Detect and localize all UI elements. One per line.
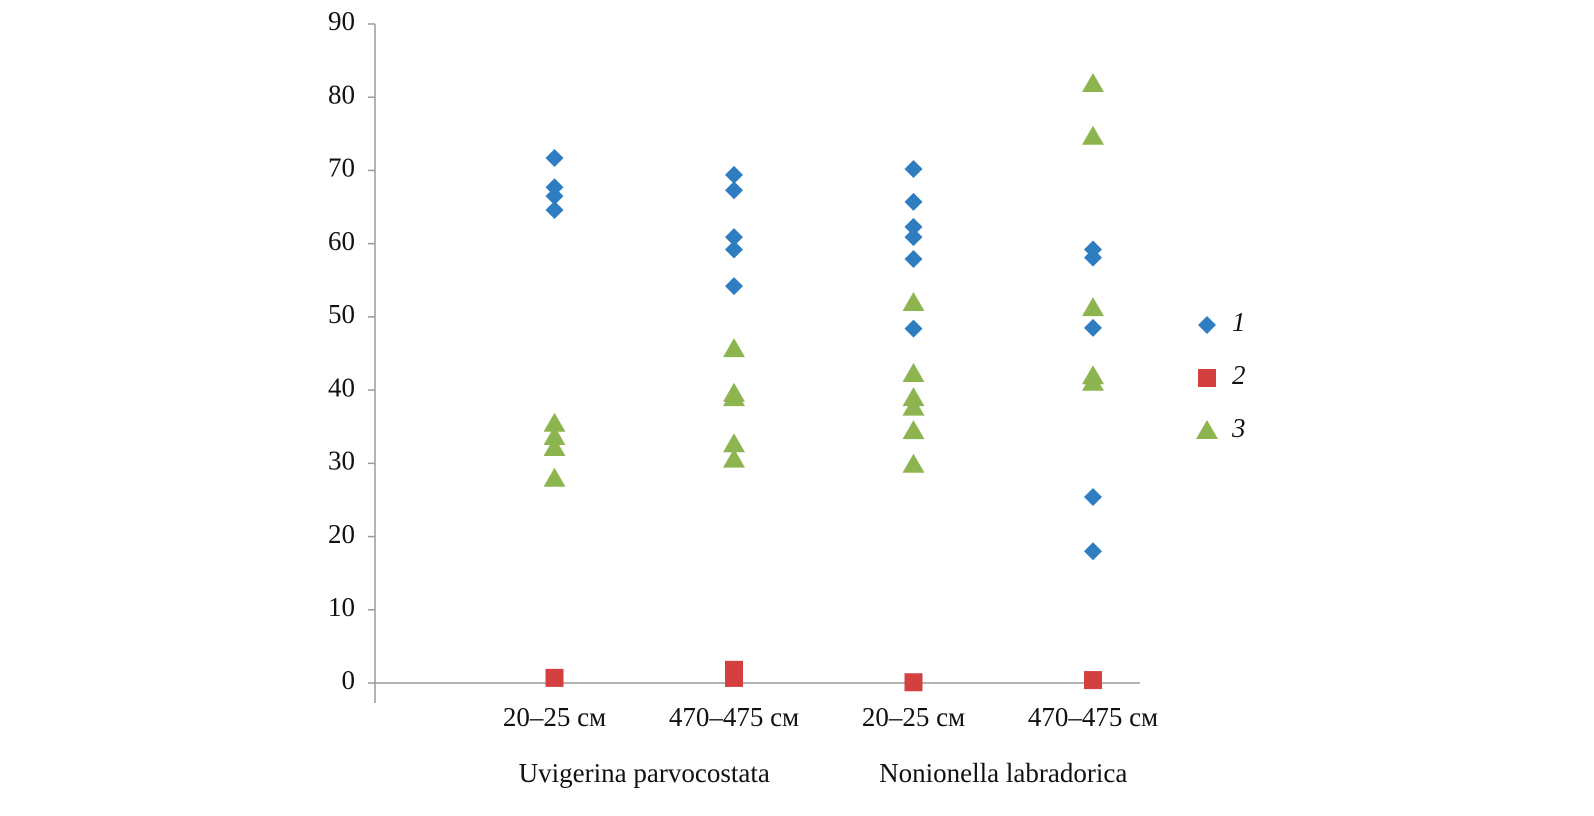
legend-label: 1	[1232, 307, 1246, 337]
point-square	[1084, 671, 1102, 690]
legend-marker	[1198, 369, 1216, 387]
point-diamond	[1084, 318, 1102, 337]
y-tick-label: 30	[328, 446, 355, 476]
point-triangle	[902, 291, 925, 311]
point-diamond	[904, 159, 923, 178]
legend-marker	[1196, 420, 1218, 439]
point-diamond	[904, 192, 923, 211]
y-tick-label: 40	[328, 372, 355, 402]
x-tick-label: 20–25 см	[862, 702, 965, 732]
point-diamond	[904, 217, 923, 236]
y-tick-label: 70	[328, 153, 355, 183]
point-triangle	[1082, 73, 1104, 93]
legend-marker	[1198, 316, 1216, 334]
point-triangle	[723, 387, 745, 407]
point-triangle	[543, 412, 566, 432]
point-triangle	[543, 436, 566, 456]
point-triangle	[902, 420, 925, 440]
y-tick-label: 0	[342, 665, 356, 695]
point-diamond	[1084, 248, 1102, 267]
point-triangle	[723, 433, 745, 453]
group-label: Nonionella labradorica	[879, 758, 1127, 788]
point-triangle	[543, 425, 566, 445]
x-tick-label: 20–25 см	[503, 702, 606, 732]
point-diamond	[1084, 488, 1102, 507]
y-tick-label: 80	[328, 79, 355, 109]
point-diamond	[725, 228, 743, 247]
y-tick-label: 10	[328, 592, 355, 622]
point-triangle	[723, 448, 745, 468]
point-square	[545, 668, 564, 687]
y-tick-label: 50	[328, 299, 355, 329]
point-triangle	[902, 453, 925, 473]
point-triangle	[1082, 371, 1104, 391]
point-diamond	[725, 181, 743, 200]
point-diamond	[725, 240, 743, 259]
point-diamond	[904, 228, 923, 247]
point-diamond	[545, 148, 564, 167]
point-diamond	[904, 319, 923, 338]
point-diamond	[725, 165, 743, 184]
point-triangle	[1082, 125, 1104, 145]
point-triangle	[902, 363, 925, 383]
point-diamond	[545, 200, 564, 219]
x-tick-label: 470–475 см	[669, 702, 799, 732]
y-tick-label: 60	[328, 226, 355, 256]
point-diamond	[904, 250, 923, 269]
point-square	[725, 668, 743, 687]
point-triangle	[902, 396, 925, 416]
point-square	[904, 673, 923, 692]
point-triangle	[1082, 297, 1104, 317]
point-diamond	[545, 187, 564, 206]
point-diamond	[725, 277, 743, 296]
legend-label: 3	[1231, 413, 1246, 443]
point-diamond	[1084, 542, 1102, 561]
point-triangle	[543, 467, 566, 487]
y-tick-label: 20	[328, 519, 355, 549]
y-tick-label: 90	[328, 6, 355, 36]
point-triangle	[723, 338, 745, 358]
x-tick-label: 470–475 см	[1028, 702, 1158, 732]
legend-label: 2	[1232, 360, 1246, 390]
point-triangle	[902, 387, 925, 407]
group-label: Uvigerina parvocostata	[519, 758, 770, 788]
